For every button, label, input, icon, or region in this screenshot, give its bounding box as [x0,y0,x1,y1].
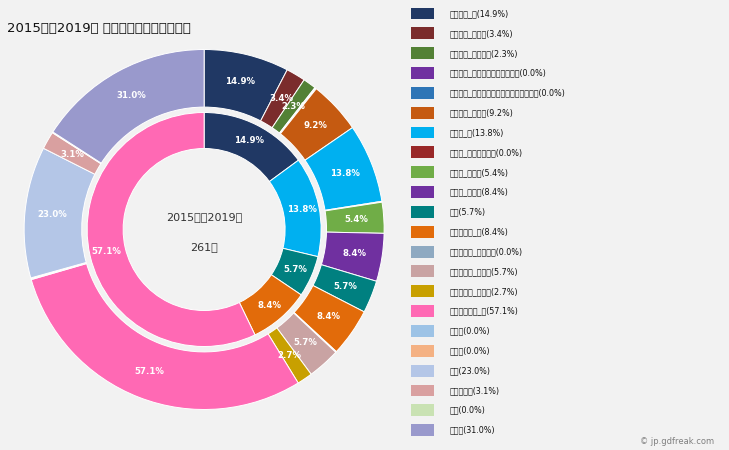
Text: 5.7%: 5.7% [333,282,357,291]
FancyBboxPatch shape [411,107,434,119]
Wedge shape [281,89,353,160]
Text: 肺炎(5.7%): 肺炎(5.7%) [450,207,486,216]
FancyBboxPatch shape [411,325,434,337]
FancyBboxPatch shape [411,405,434,416]
Text: 自殺(0.0%): 自殺(0.0%) [450,406,486,415]
Wedge shape [313,265,376,312]
Wedge shape [272,80,315,133]
Text: 13.8%: 13.8% [287,205,317,214]
Text: 脳血管疾患_脳梗塞(5.7%): 脳血管疾患_脳梗塞(5.7%) [450,267,518,276]
Text: 5.7%: 5.7% [294,338,317,347]
Text: 悪性腫瘍_肝がん・肝内胆管がん(0.0%): 悪性腫瘍_肝がん・肝内胆管がん(0.0%) [450,68,547,77]
Wedge shape [31,262,87,279]
FancyBboxPatch shape [411,226,434,238]
Text: 14.9%: 14.9% [225,77,255,86]
FancyBboxPatch shape [411,424,434,436]
Text: 悪性腫瘍_その他(9.2%): 悪性腫瘍_その他(9.2%) [450,108,514,117]
Wedge shape [204,50,287,121]
Wedge shape [31,264,298,410]
FancyBboxPatch shape [411,27,434,39]
Text: 心疾患_急性心筋梗塞(0.0%): 心疾患_急性心筋梗塞(0.0%) [450,148,523,157]
FancyBboxPatch shape [411,364,434,377]
Text: 2.3%: 2.3% [281,102,305,111]
Text: 心疾患_計(13.8%): 心疾患_計(13.8%) [450,128,504,137]
FancyBboxPatch shape [411,47,434,59]
Text: 8.4%: 8.4% [257,301,281,310]
FancyBboxPatch shape [411,87,434,99]
Text: 14.9%: 14.9% [234,136,264,145]
Text: その他の死因_計(57.1%): その他の死因_計(57.1%) [450,306,519,315]
Text: 5.7%: 5.7% [284,265,308,274]
Wedge shape [87,112,255,346]
FancyBboxPatch shape [411,206,434,218]
Text: その他(31.0%): その他(31.0%) [450,426,496,435]
Text: 心疾患_その他(8.4%): 心疾患_その他(8.4%) [450,188,509,197]
FancyBboxPatch shape [411,266,434,277]
Wedge shape [325,202,384,234]
Wedge shape [260,70,304,128]
Wedge shape [31,263,87,279]
FancyBboxPatch shape [411,186,434,198]
Text: 13.8%: 13.8% [330,169,360,178]
Wedge shape [305,128,382,210]
FancyBboxPatch shape [411,8,434,19]
Wedge shape [204,112,298,181]
Wedge shape [268,328,311,383]
Text: 2.7%: 2.7% [277,351,301,360]
Text: 肝疾患(0.0%): 肝疾患(0.0%) [450,326,491,335]
Text: 悪性腫瘍_気管がん・気管支がん・肺がん(0.0%): 悪性腫瘍_気管がん・気管支がん・肺がん(0.0%) [450,88,566,97]
Wedge shape [279,88,316,133]
Text: 不慮の事故(3.1%): 不慮の事故(3.1%) [450,386,500,395]
Text: 31.0%: 31.0% [117,91,147,100]
FancyBboxPatch shape [411,285,434,297]
Text: 8.4%: 8.4% [316,312,340,321]
FancyBboxPatch shape [411,67,434,79]
Text: 261人: 261人 [190,243,218,252]
FancyBboxPatch shape [411,166,434,178]
Text: 2015年～2019年: 2015年～2019年 [166,212,242,222]
Wedge shape [277,313,336,374]
Text: © jp.gdfreak.com: © jp.gdfreak.com [640,436,714,446]
Text: 9.2%: 9.2% [303,122,327,130]
Text: 2015年～2019年 飯南町の女性の死因構成: 2015年～2019年 飯南町の女性の死因構成 [7,22,191,36]
Wedge shape [294,313,336,352]
Text: 23.0%: 23.0% [38,210,68,219]
Text: 脳血管疾患_その他(2.7%): 脳血管疾患_その他(2.7%) [450,287,518,296]
Text: 心疾患_心不全(5.4%): 心疾患_心不全(5.4%) [450,168,509,177]
FancyBboxPatch shape [411,345,434,357]
Text: 5.4%: 5.4% [344,215,368,224]
Wedge shape [280,88,316,134]
FancyBboxPatch shape [411,146,434,158]
Wedge shape [44,133,101,174]
Text: 腎不全(0.0%): 腎不全(0.0%) [450,346,491,356]
Wedge shape [294,285,364,351]
Wedge shape [239,275,301,335]
Text: 悪性腫瘍_計(14.9%): 悪性腫瘍_計(14.9%) [450,9,509,18]
Text: 3.1%: 3.1% [60,150,84,159]
Wedge shape [24,148,95,278]
Text: 3.4%: 3.4% [270,94,294,103]
FancyBboxPatch shape [411,246,434,257]
FancyBboxPatch shape [411,384,434,396]
Text: 8.4%: 8.4% [343,249,367,258]
FancyBboxPatch shape [411,126,434,139]
Text: 悪性腫瘍_胃がん(3.4%): 悪性腫瘍_胃がん(3.4%) [450,29,513,38]
Wedge shape [52,50,204,163]
Wedge shape [270,160,321,256]
Text: 脳血管疾患_計(8.4%): 脳血管疾患_計(8.4%) [450,227,509,236]
FancyBboxPatch shape [411,305,434,317]
Wedge shape [325,201,382,211]
Wedge shape [271,248,318,295]
Text: 悪性腫瘍_大腸がん(2.3%): 悪性腫瘍_大腸がん(2.3%) [450,49,518,58]
Text: 脳血管疾患_脳内出血(0.0%): 脳血管疾患_脳内出血(0.0%) [450,247,523,256]
Text: 57.1%: 57.1% [92,247,122,256]
Wedge shape [321,232,384,281]
Wedge shape [52,132,101,164]
Text: 57.1%: 57.1% [134,367,164,376]
Text: 老衰(23.0%): 老衰(23.0%) [450,366,491,375]
